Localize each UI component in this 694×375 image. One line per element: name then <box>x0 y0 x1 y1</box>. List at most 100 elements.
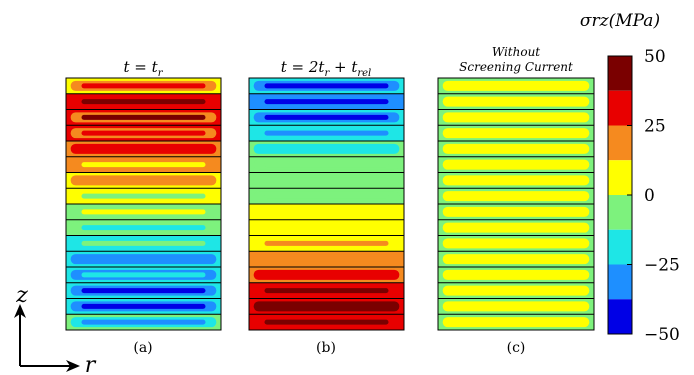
layer-streak <box>264 114 389 120</box>
panel-b-layer-4 <box>249 124 404 141</box>
panel-b-layer-5 <box>249 140 404 157</box>
panel-b-contour <box>248 77 405 331</box>
panel-a-layer-14 <box>66 282 221 299</box>
panel-c-layer-2 <box>438 93 594 110</box>
colorbar-title: σrz(MPa) <box>580 11 660 31</box>
colorbar-level-1 <box>608 56 632 91</box>
panel-a-layer-3 <box>66 109 221 126</box>
panel-a-layer-4 <box>66 124 221 141</box>
layer-streak <box>264 272 389 278</box>
layer-streak <box>453 240 579 246</box>
layer-streak <box>81 272 206 278</box>
panel-a-title: t = tr <box>124 58 164 79</box>
layer-streak <box>81 114 206 120</box>
layer-streak <box>81 319 206 325</box>
colorbar-level-2 <box>608 90 632 126</box>
panel-a-layer-9 <box>66 203 221 220</box>
panel-b-layer-10 <box>249 219 404 236</box>
panel-c-layer-3 <box>438 109 594 126</box>
layer-streak <box>453 209 579 215</box>
colorbar-tick-label: 25 <box>644 117 666 137</box>
colorbar-level-8 <box>608 299 632 334</box>
layer-streak <box>81 288 206 294</box>
layer-streak <box>453 225 579 231</box>
panel-c-layer-8 <box>438 187 594 204</box>
panel-a-title-sub: r <box>158 68 164 79</box>
panel-c-layer-10 <box>438 219 594 236</box>
layer-streak <box>453 288 579 294</box>
panel-c-layer-14 <box>438 282 594 299</box>
panel-b-layer-3 <box>249 109 404 126</box>
z-axis-label: z <box>15 283 28 308</box>
panel-b-layer-1 <box>249 78 404 94</box>
layer-streak <box>264 177 389 183</box>
layer-streak <box>264 193 389 199</box>
panel-b-title-main: t = 2t <box>281 58 326 76</box>
panel-a-layer-16 <box>66 313 221 330</box>
panel-b-layer-16 <box>249 313 404 330</box>
panel-a-layer-15 <box>66 298 221 315</box>
layer-streak <box>81 303 206 309</box>
panel-c-title-line1: Without <box>492 45 540 59</box>
colorbar-tick-label: −50 <box>644 325 680 345</box>
layer-streak <box>264 240 389 246</box>
panel-b-layer-11 <box>249 235 404 252</box>
panel-c-layer-5 <box>438 140 594 157</box>
layer-streak <box>81 177 206 183</box>
panel-c-layer-15 <box>438 298 594 315</box>
panel-b-layer-14 <box>249 282 404 299</box>
layer-streak <box>453 256 579 262</box>
layer-streak <box>264 303 389 309</box>
colorbar-tick-label: 50 <box>644 47 666 67</box>
layer-streak <box>453 114 579 120</box>
layer-streak <box>81 162 206 168</box>
layer-streak <box>453 303 579 309</box>
panel-b-layer-2 <box>249 93 404 110</box>
panel-b-layer-8 <box>249 187 404 204</box>
panel-a-layer-7 <box>66 172 221 189</box>
colorbar-level-3 <box>608 125 632 161</box>
panel-frame <box>248 77 405 331</box>
panel-c-layer-16 <box>438 313 594 330</box>
panel-a-title-main: t = t <box>124 58 159 76</box>
colorbar-level-4 <box>608 160 632 195</box>
colorbar-tick-label: 0 <box>644 186 655 206</box>
panel-c-layer-9 <box>438 203 594 220</box>
panel-b-title-sub2: rel <box>357 68 371 79</box>
panel-a-layer-13 <box>66 266 221 283</box>
layer-streak <box>453 130 579 136</box>
layer-streak <box>453 193 579 199</box>
layer-streak <box>81 99 206 105</box>
panel-frame <box>65 77 222 331</box>
layer-streak <box>81 130 206 136</box>
panel-a-layer-12 <box>66 250 221 267</box>
panel-c-layer-1 <box>438 78 594 94</box>
panel-a-layer-11 <box>66 235 221 252</box>
panel-a-layer-6 <box>66 156 221 173</box>
panel-a-caption: (a) <box>133 340 152 356</box>
panel-c-layer-13 <box>438 266 594 283</box>
panel-b-title: t = 2tr + trel <box>281 58 372 79</box>
colorbar <box>607 55 633 335</box>
layer-streak <box>453 177 579 183</box>
layer-streak <box>453 83 579 89</box>
layer-streak <box>81 83 206 89</box>
colorbar-level-7 <box>608 264 632 300</box>
layer-streak <box>453 146 579 152</box>
layer-streak <box>264 130 389 136</box>
layer-streak <box>453 99 579 105</box>
layer-streak <box>264 288 389 294</box>
panel-a-layer-1 <box>66 78 221 94</box>
layer-streak <box>81 193 206 199</box>
colorbar-ticks: 50 25 0 −25 −50 <box>627 47 680 345</box>
panel-a-contour <box>65 77 222 331</box>
r-axis-label: r <box>85 353 97 375</box>
panel-c-caption: (c) <box>507 340 526 356</box>
panel-c-layer-6 <box>438 156 594 173</box>
panel-b-title-sub1: r <box>324 68 330 79</box>
colorbar-tick-label: −25 <box>644 256 680 276</box>
panel-b-layer-6 <box>249 156 404 173</box>
panel-b-caption: (b) <box>316 340 336 356</box>
panel-frame <box>437 77 595 331</box>
layer-streak <box>264 319 389 325</box>
